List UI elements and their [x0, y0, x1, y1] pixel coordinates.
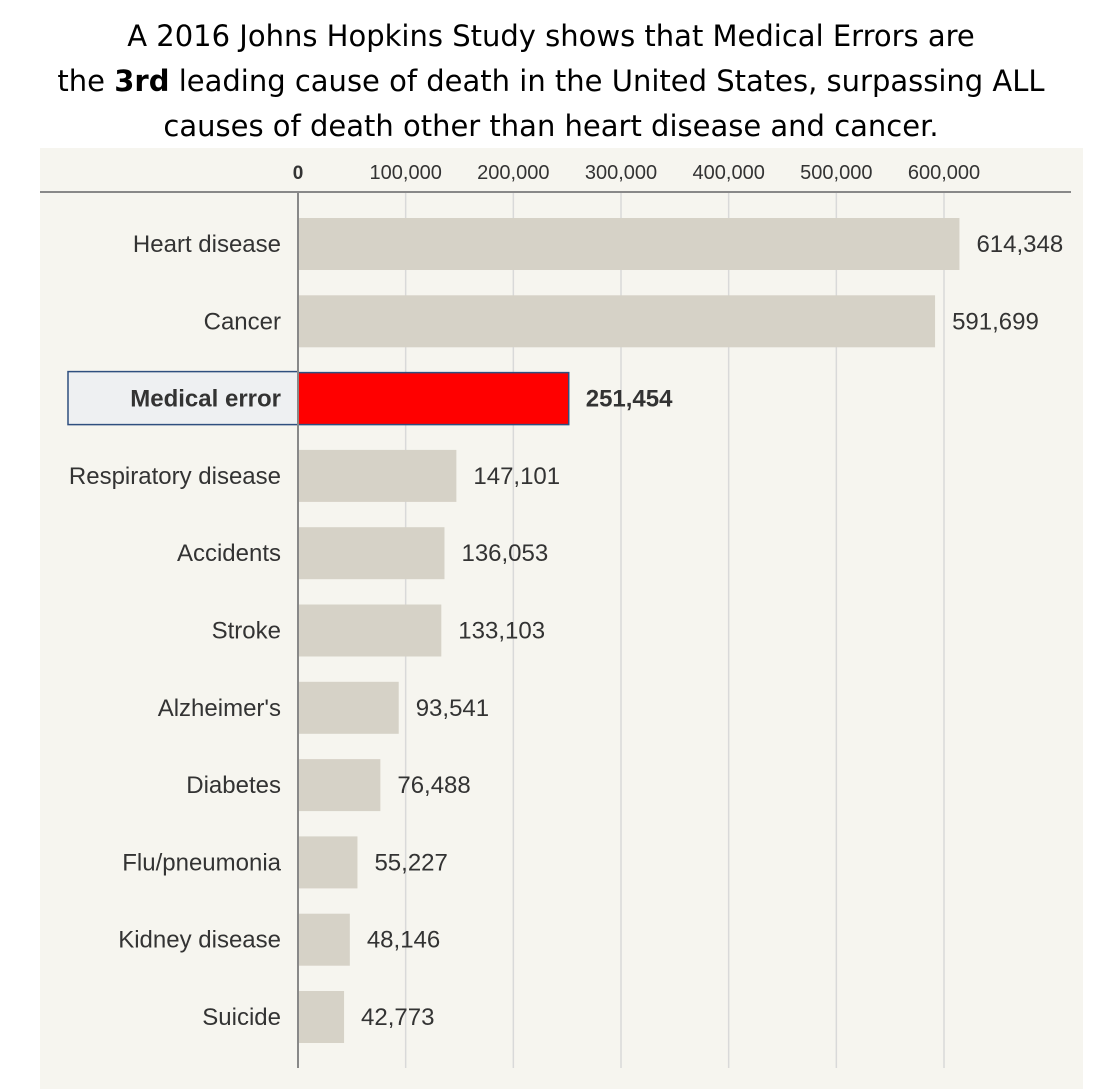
bar-kidney-disease — [298, 913, 350, 966]
category-label-respiratory-disease: Respiratory disease — [69, 463, 281, 490]
bar-respiratory-disease — [298, 449, 457, 502]
category-label-diabetes: Diabetes — [186, 772, 281, 799]
title-emphasis: 3rd — [114, 64, 170, 98]
page-title: A 2016 Johns Hopkins Study shows that Me… — [0, 14, 1102, 149]
value-label-diabetes: 76,488 — [397, 772, 470, 799]
value-label-respiratory-disease: 147,101 — [473, 463, 560, 490]
category-label-kidney-disease: Kidney disease — [118, 927, 281, 954]
category-label-accidents: Accidents — [177, 540, 281, 567]
bar-accidents — [298, 527, 445, 580]
category-label-alzheimer-s: Alzheimer's — [158, 695, 281, 722]
title-line-1: A 2016 Johns Hopkins Study shows that Me… — [127, 19, 975, 53]
title-line-2-end: leading cause of death in the United Sta… — [169, 64, 1045, 98]
value-label-heart-disease: 614,348 — [976, 231, 1063, 258]
value-label-suicide: 42,773 — [361, 1004, 434, 1031]
bar-heart-disease — [298, 218, 960, 270]
title-line-2-start: the — [57, 64, 115, 98]
bar-stroke — [298, 604, 442, 657]
value-label-flu-pneumonia: 55,227 — [374, 849, 447, 876]
x-tick-label-4: 400,000 — [693, 162, 765, 184]
highlight-label-box — [67, 370, 299, 426]
chart-panel: 0 100,000 200,000 300,000 400,000 500,000 600,… — [40, 148, 1083, 1089]
bar-suicide — [298, 991, 345, 1043]
x-tick-label-6: 600,000 — [908, 162, 980, 184]
bar-flu-pneumonia — [298, 836, 358, 889]
value-label-alzheimer-s: 93,541 — [416, 695, 489, 722]
value-label-stroke: 133,103 — [458, 618, 545, 645]
bar-alzheimer-s — [298, 681, 399, 734]
x-tick-label-0: 0 — [293, 163, 304, 184]
category-label-cancer: Cancer — [204, 308, 281, 335]
value-label-accidents: 136,053 — [461, 540, 548, 567]
x-tick-label-5: 500,000 — [800, 162, 872, 184]
category-label-suicide: Suicide — [202, 1004, 281, 1031]
bar-chart: 0 100,000 200,000 300,000 400,000 500,000 600,… — [40, 162, 1071, 1068]
title-line-2: the 3rd leading cause of death in the Un… — [0, 59, 1102, 104]
bar-medical-error — [297, 371, 570, 426]
x-tick-label-1: 100,000 — [370, 162, 442, 184]
x-tick-label-2: 200,000 — [477, 162, 549, 184]
value-label-medical-error: 251,454 — [586, 386, 673, 413]
title-line-3: causes of death other than heart disease… — [163, 109, 939, 143]
category-label-heart-disease: Heart disease — [133, 231, 281, 258]
category-label-flu-pneumonia: Flu/pneumonia — [122, 849, 281, 876]
value-label-kidney-disease: 48,146 — [367, 927, 440, 954]
bar-cancer — [298, 295, 936, 348]
bar-diabetes — [298, 759, 381, 812]
category-label-stroke: Stroke — [212, 618, 281, 645]
x-tick-label-3: 300,000 — [585, 162, 657, 184]
category-label-medical-error: Medical error — [130, 386, 281, 413]
value-label-cancer: 591,699 — [952, 308, 1039, 335]
